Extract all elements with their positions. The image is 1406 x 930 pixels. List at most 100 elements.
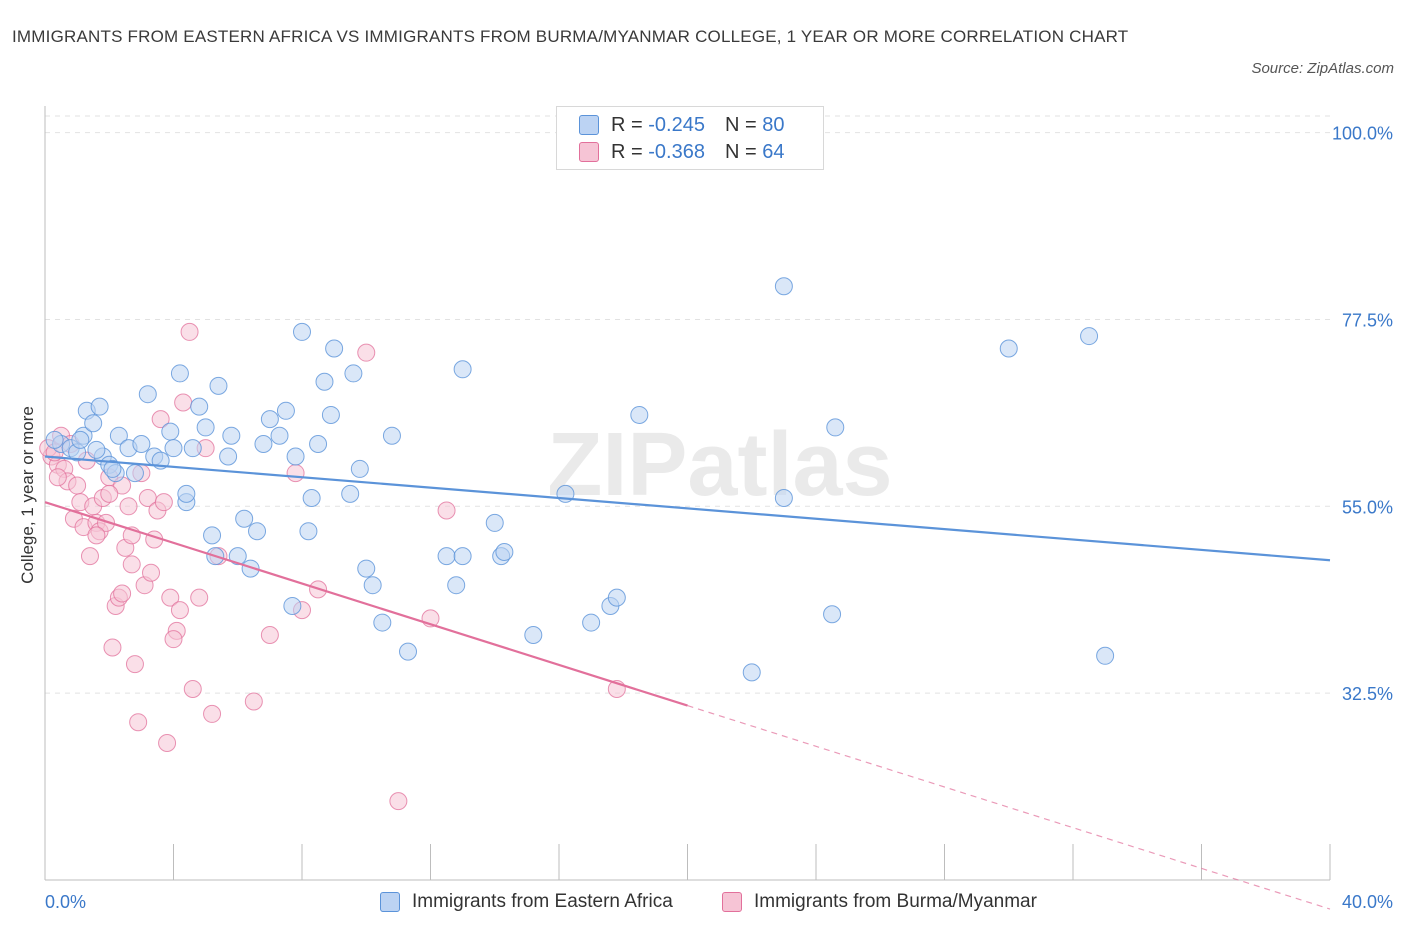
data-point-burma xyxy=(286,464,305,483)
chart-title: IMMIGRANTS FROM EASTERN AFRICA VS IMMIGR… xyxy=(12,27,1129,46)
data-point-eastern-africa xyxy=(826,418,845,437)
data-point-eastern-africa xyxy=(209,376,228,395)
data-point-eastern-africa xyxy=(350,459,369,478)
legend: R = -0.245 N = 80 R = -0.368 N = 64 xyxy=(556,106,824,170)
legend-n-label: N = xyxy=(724,113,757,136)
data-point-burma xyxy=(164,630,183,649)
bottom-legend-eastern-africa: Immigrants from Eastern Africa xyxy=(380,888,673,916)
data-point-eastern-africa xyxy=(344,364,363,383)
legend-swatch-pink xyxy=(722,892,742,912)
data-point-burma xyxy=(174,393,193,412)
data-point-burma xyxy=(103,638,122,657)
data-point-burma xyxy=(125,655,144,674)
data-point-burma xyxy=(357,343,376,362)
data-point-eastern-africa xyxy=(999,339,1018,358)
trend-lines xyxy=(44,455,1331,910)
data-point-burma xyxy=(97,513,116,532)
data-point-eastern-africa xyxy=(219,447,238,466)
legend-swatch-pink xyxy=(579,142,599,162)
y-tick-label: 100.0% xyxy=(1332,124,1393,144)
data-point-burma xyxy=(203,704,222,723)
data-point-burma xyxy=(389,792,408,811)
y-tick-label: 55.0% xyxy=(1342,497,1393,517)
legend-n-label: N = xyxy=(724,140,757,163)
data-point-burma xyxy=(161,588,180,607)
x-tick-label: 0.0% xyxy=(45,892,86,912)
data-point-burma xyxy=(180,322,199,341)
data-point-eastern-africa xyxy=(357,559,376,578)
data-point-eastern-africa xyxy=(90,397,109,416)
data-point-eastern-africa xyxy=(774,277,793,296)
data-point-eastern-africa xyxy=(161,422,180,441)
data-point-eastern-africa xyxy=(325,339,344,358)
data-point-eastern-africa xyxy=(524,626,543,645)
data-point-burma xyxy=(260,626,279,645)
data-point-eastern-africa xyxy=(293,322,311,341)
data-point-burma xyxy=(113,584,132,603)
data-point-burma xyxy=(158,733,177,752)
data-point-eastern-africa xyxy=(222,426,241,445)
data-point-burma xyxy=(244,692,263,711)
data-point-eastern-africa xyxy=(235,509,254,528)
source-label: Source: ZipAtlas.com xyxy=(1251,60,1394,77)
data-point-burma xyxy=(183,680,202,698)
data-point-burma xyxy=(80,547,99,566)
data-point-eastern-africa xyxy=(495,542,514,561)
data-point-eastern-africa xyxy=(363,576,382,595)
data-point-eastern-africa xyxy=(177,484,196,503)
legend-r-label: R = xyxy=(611,140,643,163)
data-point-burma xyxy=(170,601,189,620)
legend-r-value: -0.245 xyxy=(648,113,705,136)
data-point-eastern-africa xyxy=(321,405,340,424)
series-name-eastern-africa: Immigrants from Eastern Africa xyxy=(412,891,673,912)
legend-n-value: 64 xyxy=(762,140,785,163)
data-point-eastern-africa xyxy=(286,447,305,466)
data-point-eastern-africa xyxy=(270,426,289,445)
grid-lines xyxy=(45,115,1330,694)
data-point-eastern-africa xyxy=(45,430,64,449)
data-point-eastern-africa xyxy=(276,401,295,420)
data-point-eastern-africa xyxy=(309,435,328,454)
bottom-legend-burma: Immigrants from Burma/Myanmar xyxy=(722,888,1037,916)
data-point-eastern-africa xyxy=(170,364,189,383)
data-point-eastern-africa xyxy=(1096,646,1115,665)
data-point-eastern-africa xyxy=(1080,327,1099,346)
data-point-burma xyxy=(142,563,161,582)
data-point-eastern-africa xyxy=(183,439,202,458)
data-point-burma xyxy=(154,493,173,512)
data-point-burma xyxy=(437,501,456,520)
legend-r-label: R = xyxy=(611,113,643,136)
axes xyxy=(44,106,1331,881)
x-tick-label: 40.0% xyxy=(1342,892,1393,912)
data-point-burma xyxy=(190,588,209,607)
data-point-burma xyxy=(87,526,106,545)
data-point-eastern-africa xyxy=(125,464,144,483)
data-point-eastern-africa xyxy=(341,484,360,503)
series-name-burma: Immigrants from Burma/Myanmar xyxy=(754,891,1037,912)
legend-swatch-blue xyxy=(579,115,599,135)
data-point-eastern-africa xyxy=(607,588,626,607)
data-point-eastern-africa xyxy=(228,547,247,566)
legend-n-value: 80 xyxy=(762,113,785,136)
data-point-eastern-africa xyxy=(373,613,392,632)
data-point-burma xyxy=(48,468,67,487)
y-tick-label: 32.5% xyxy=(1342,684,1393,704)
data-point-eastern-africa xyxy=(71,430,90,449)
data-point-eastern-africa xyxy=(260,410,279,429)
data-point-eastern-africa xyxy=(315,372,334,391)
data-point-eastern-africa xyxy=(437,547,456,566)
data-point-eastern-africa xyxy=(254,435,273,454)
trend-line-eastern-africa xyxy=(44,455,1331,562)
legend-r-value: -0.368 xyxy=(648,140,705,163)
data-point-eastern-africa xyxy=(196,418,215,437)
data-point-eastern-africa xyxy=(87,440,106,459)
data-point-eastern-africa xyxy=(823,605,842,624)
data-point-eastern-africa xyxy=(630,405,649,424)
data-point-eastern-africa xyxy=(190,397,209,416)
data-point-eastern-africa xyxy=(399,642,418,661)
trend-line-burma-extension xyxy=(687,705,1331,910)
y-tick-label: 77.5% xyxy=(1342,310,1393,330)
data-point-eastern-africa xyxy=(132,435,151,454)
data-point-eastern-africa xyxy=(582,613,601,632)
data-point-eastern-africa xyxy=(447,576,466,595)
